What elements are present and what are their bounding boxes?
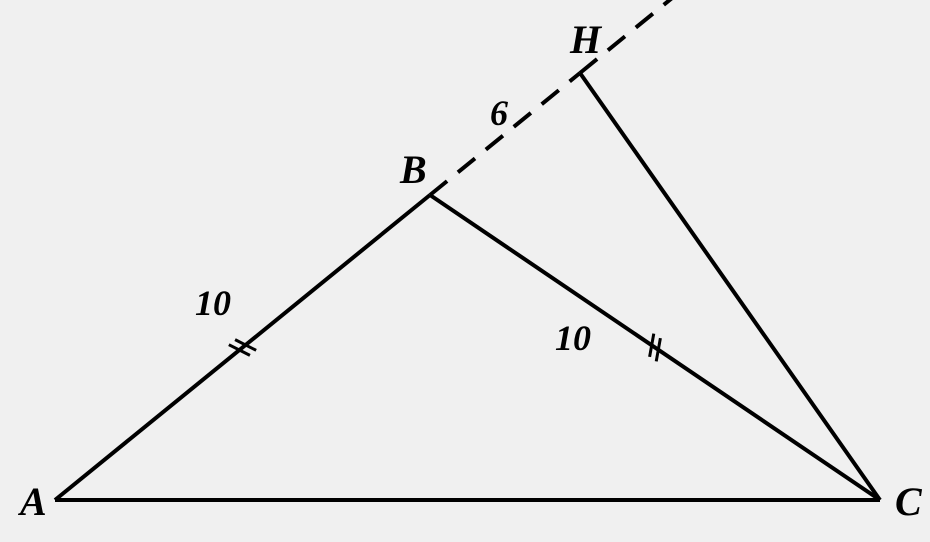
vertex-label-b: B xyxy=(399,147,427,192)
edge-h-c xyxy=(580,73,880,500)
tick-mark xyxy=(656,338,660,361)
edge-label-bh: 6 xyxy=(490,93,508,133)
vertex-label-a: A xyxy=(17,479,47,524)
edge-label-bc: 10 xyxy=(555,318,591,358)
edge-label-ab: 10 xyxy=(195,283,231,323)
edge-a-b xyxy=(55,195,430,500)
edge-b-c xyxy=(430,195,880,500)
tick-mark xyxy=(650,334,654,357)
vertex-label-c: C xyxy=(895,479,923,524)
edge-b-h xyxy=(430,73,580,195)
vertex-label-h: H xyxy=(569,17,603,62)
